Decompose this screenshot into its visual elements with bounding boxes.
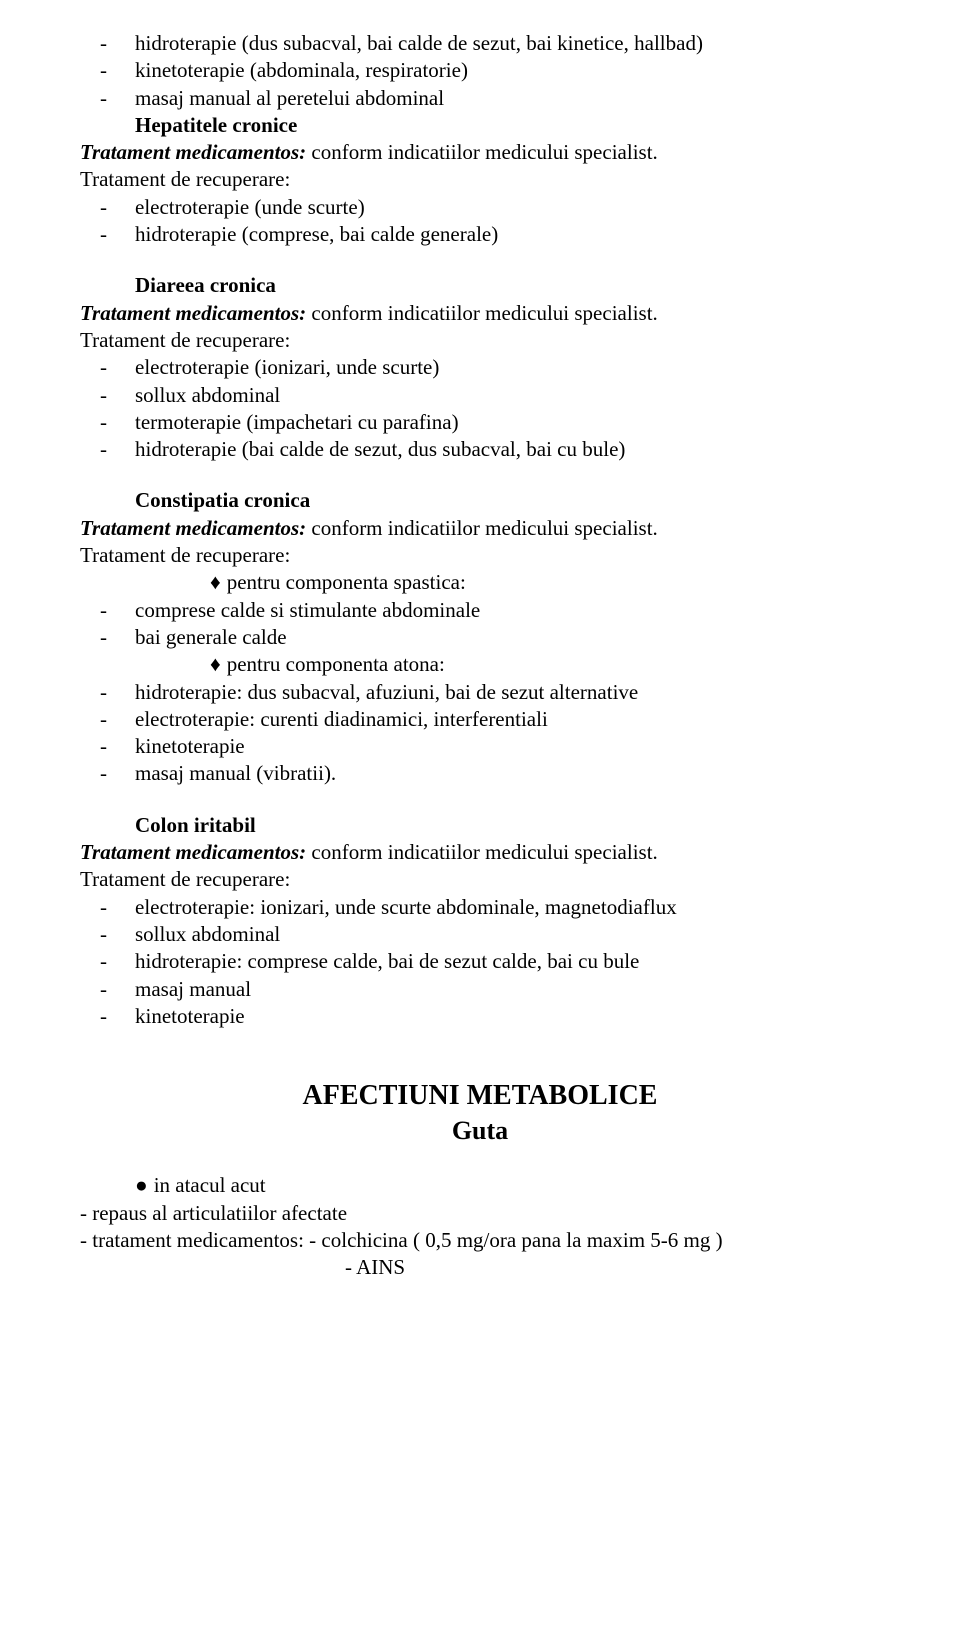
list-item: - sollux abdominal: [80, 382, 880, 409]
list-text: kinetoterapie (abdominala, respiratorie): [135, 57, 880, 84]
list-text: hidroterapie (dus subacval, bai calde de…: [135, 30, 880, 57]
treatment-rec-line: Tratament de recuperare:: [80, 542, 880, 569]
subsection-title: Guta: [80, 1114, 880, 1148]
list-item: - termoterapie (impachetari cu parafina): [80, 409, 880, 436]
bullet-item: ●in atacul acut: [80, 1172, 880, 1199]
dash-marker: -: [80, 85, 135, 112]
section-heading: Diareea cronica: [80, 272, 880, 299]
document-page: - hidroterapie (dus subacval, bai calde …: [0, 0, 960, 1311]
list-text: electroterapie (unde scurte): [135, 194, 880, 221]
list-item: - comprese calde si stimulante abdominal…: [80, 597, 880, 624]
dash-marker: -: [80, 921, 135, 948]
list-text: masaj manual al peretelui abdominal: [135, 85, 880, 112]
diamond-icon: ♦: [210, 569, 221, 596]
list-text: hidroterapie (comprese, bai calde genera…: [135, 221, 880, 248]
treatment-med-line: Tratament medicamentos: conform indicati…: [80, 839, 880, 866]
list-item: - masaj manual al peretelui abdominal: [80, 85, 880, 112]
treatment-med-line: Tratament medicamentos: conform indicati…: [80, 300, 880, 327]
dash-marker: -: [80, 57, 135, 84]
list-text: kinetoterapie: [135, 1003, 880, 1030]
dash-marker: -: [80, 679, 135, 706]
text-line: - repaus al articulatiilor afectate: [80, 1200, 880, 1227]
list-item: - kinetoterapie: [80, 733, 880, 760]
list-text: electroterapie (ionizari, unde scurte): [135, 354, 880, 381]
dash-marker: -: [80, 409, 135, 436]
tm-text: conform indicatiilor medicului specialis…: [306, 840, 658, 864]
tm-label: Tratament medicamentos:: [80, 140, 306, 164]
section-heading: Colon iritabil: [80, 812, 880, 839]
dash-marker: -: [80, 221, 135, 248]
list-text: electroterapie: ionizari, unde scurte ab…: [135, 894, 880, 921]
dash-marker: -: [80, 760, 135, 787]
dash-marker: -: [80, 436, 135, 463]
treatment-rec-line: Tratament de recuperare:: [80, 166, 880, 193]
list-item: - masaj manual: [80, 976, 880, 1003]
list-item: - hidroterapie (dus subacval, bai calde …: [80, 30, 880, 57]
list-item: - hidroterapie: dus subacval, afuziuni, …: [80, 679, 880, 706]
tm-text: conform indicatiilor medicului specialis…: [306, 140, 658, 164]
treatment-med-line: Tratament medicamentos: conform indicati…: [80, 139, 880, 166]
diamond-text: pentru componenta atona:: [227, 652, 445, 676]
dash-marker: -: [80, 1003, 135, 1030]
bullet-icon: ●: [135, 1172, 148, 1199]
tm-label: Tratament medicamentos:: [80, 840, 306, 864]
text-line: - AINS: [80, 1254, 880, 1281]
list-text: sollux abdominal: [135, 921, 880, 948]
list-item: - kinetoterapie: [80, 1003, 880, 1030]
dash-marker: -: [80, 706, 135, 733]
dash-marker: -: [80, 624, 135, 651]
dash-marker: -: [80, 30, 135, 57]
diamond-item: ♦pentru componenta spastica:: [80, 569, 880, 596]
list-item: - masaj manual (vibratii).: [80, 760, 880, 787]
treatment-rec-line: Tratament de recuperare:: [80, 866, 880, 893]
main-section-title: AFECTIUNI METABOLICE: [80, 1078, 880, 1114]
diamond-item: ♦pentru componenta atona:: [80, 651, 880, 678]
text-line: - tratament medicamentos: - colchicina (…: [80, 1227, 880, 1254]
list-text: comprese calde si stimulante abdominale: [135, 597, 880, 624]
dash-marker: -: [80, 354, 135, 381]
list-item: - electroterapie: curenti diadinamici, i…: [80, 706, 880, 733]
diamond-icon: ♦: [210, 651, 221, 678]
list-text: hidroterapie: dus subacval, afuziuni, ba…: [135, 679, 880, 706]
list-text: hidroterapie: comprese calde, bai de sez…: [135, 948, 880, 975]
list-item: - kinetoterapie (abdominala, respiratori…: [80, 57, 880, 84]
list-item: - hidroterapie: comprese calde, bai de s…: [80, 948, 880, 975]
list-item: - sollux abdominal: [80, 921, 880, 948]
dash-marker: -: [80, 976, 135, 1003]
treatment-med-line: Tratament medicamentos: conform indicati…: [80, 515, 880, 542]
dash-marker: -: [80, 194, 135, 221]
list-text: sollux abdominal: [135, 382, 880, 409]
diamond-text: pentru componenta spastica:: [227, 570, 466, 594]
list-item: - electroterapie: ionizari, unde scurte …: [80, 894, 880, 921]
tm-text: conform indicatiilor medicului specialis…: [306, 516, 658, 540]
section-heading: Hepatitele cronice: [80, 112, 880, 139]
list-item: - hidroterapie (bai calde de sezut, dus …: [80, 436, 880, 463]
dash-marker: -: [80, 733, 135, 760]
list-item: - electroterapie (ionizari, unde scurte): [80, 354, 880, 381]
dash-marker: -: [80, 948, 135, 975]
treatment-rec-line: Tratament de recuperare:: [80, 327, 880, 354]
list-text: masaj manual (vibratii).: [135, 760, 880, 787]
list-item: - bai generale calde: [80, 624, 880, 651]
list-text: masaj manual: [135, 976, 880, 1003]
tm-label: Tratament medicamentos:: [80, 516, 306, 540]
dash-marker: -: [80, 382, 135, 409]
tm-label: Tratament medicamentos:: [80, 301, 306, 325]
list-item: - electroterapie (unde scurte): [80, 194, 880, 221]
dash-marker: -: [80, 597, 135, 624]
list-text: bai generale calde: [135, 624, 880, 651]
list-text: electroterapie: curenti diadinamici, int…: [135, 706, 880, 733]
section-heading: Constipatia cronica: [80, 487, 880, 514]
list-text: termoterapie (impachetari cu parafina): [135, 409, 880, 436]
list-text: kinetoterapie: [135, 733, 880, 760]
dash-marker: -: [80, 894, 135, 921]
list-text: hidroterapie (bai calde de sezut, dus su…: [135, 436, 880, 463]
bullet-text: in atacul acut: [154, 1173, 266, 1197]
tm-text: conform indicatiilor medicului specialis…: [306, 301, 658, 325]
list-item: - hidroterapie (comprese, bai calde gene…: [80, 221, 880, 248]
